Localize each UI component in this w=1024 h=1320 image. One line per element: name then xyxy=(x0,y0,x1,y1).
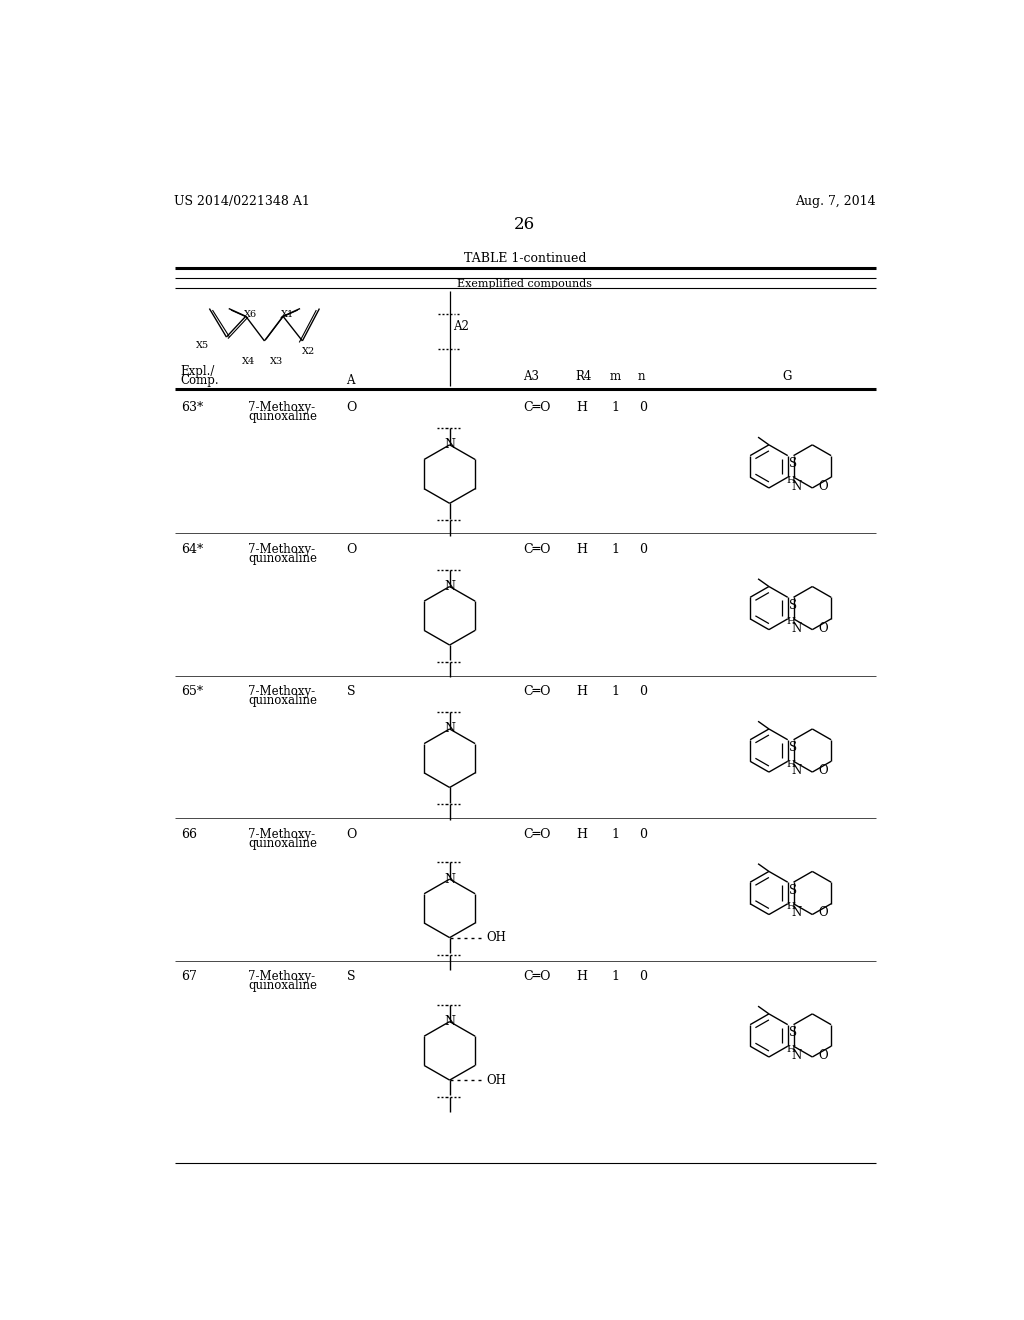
Text: n: n xyxy=(637,370,645,383)
Text: 66: 66 xyxy=(180,828,197,841)
Text: C═O: C═O xyxy=(523,828,551,841)
Text: 1: 1 xyxy=(611,685,620,698)
Text: H: H xyxy=(575,543,587,556)
Text: C═O: C═O xyxy=(523,970,551,983)
Text: H: H xyxy=(786,475,796,484)
Text: S: S xyxy=(790,884,798,896)
Text: 63*: 63* xyxy=(180,401,203,414)
Text: N: N xyxy=(444,438,455,451)
Text: H: H xyxy=(786,760,796,768)
Text: A: A xyxy=(346,374,355,387)
Text: US 2014/0221348 A1: US 2014/0221348 A1 xyxy=(174,195,310,209)
Text: S: S xyxy=(346,970,355,983)
Text: H: H xyxy=(575,970,587,983)
Text: 7-Methoxy-: 7-Methoxy- xyxy=(248,970,315,983)
Text: A3: A3 xyxy=(523,370,540,383)
Text: N: N xyxy=(444,873,455,886)
Text: Exemplified compounds: Exemplified compounds xyxy=(458,279,592,289)
Text: X6: X6 xyxy=(245,310,257,319)
Text: 1: 1 xyxy=(611,401,620,414)
Text: 7-Methoxy-: 7-Methoxy- xyxy=(248,401,315,414)
Text: 1: 1 xyxy=(611,543,620,556)
Text: 7-Methoxy-: 7-Methoxy- xyxy=(248,685,315,698)
Text: quinoxaline: quinoxaline xyxy=(248,837,317,850)
Text: C═O: C═O xyxy=(523,401,551,414)
Text: H: H xyxy=(786,903,796,911)
Text: H: H xyxy=(575,685,587,698)
Text: S: S xyxy=(790,742,798,754)
Text: OH: OH xyxy=(486,1073,506,1086)
Text: N: N xyxy=(792,480,802,492)
Text: H: H xyxy=(786,1045,796,1053)
Text: X3: X3 xyxy=(270,358,283,366)
Text: 0: 0 xyxy=(639,685,647,698)
Text: S: S xyxy=(790,1026,798,1039)
Text: S: S xyxy=(346,685,355,698)
Text: 67: 67 xyxy=(180,970,197,983)
Text: 65*: 65* xyxy=(180,685,203,698)
Text: X1: X1 xyxy=(281,310,294,319)
Text: N: N xyxy=(792,622,802,635)
Text: S: S xyxy=(790,599,798,612)
Text: H: H xyxy=(575,401,587,414)
Text: N: N xyxy=(792,764,802,777)
Text: 0: 0 xyxy=(639,401,647,414)
Text: H: H xyxy=(575,828,587,841)
Text: 7-Methoxy-: 7-Methoxy- xyxy=(248,543,315,556)
Text: N: N xyxy=(792,1049,802,1063)
Text: A2: A2 xyxy=(454,321,469,333)
Text: Expl./: Expl./ xyxy=(180,364,215,378)
Text: 64*: 64* xyxy=(180,543,203,556)
Text: 1: 1 xyxy=(611,970,620,983)
Text: 0: 0 xyxy=(639,828,647,841)
Text: N: N xyxy=(444,722,455,735)
Text: Aug. 7, 2014: Aug. 7, 2014 xyxy=(796,195,876,209)
Text: R4: R4 xyxy=(575,370,592,383)
Text: N: N xyxy=(444,1015,455,1028)
Text: X5: X5 xyxy=(197,341,209,350)
Text: O: O xyxy=(346,543,357,556)
Text: N: N xyxy=(792,907,802,920)
Text: H: H xyxy=(786,618,796,627)
Text: X4: X4 xyxy=(242,358,255,366)
Text: X2: X2 xyxy=(302,347,315,356)
Text: O: O xyxy=(818,907,828,920)
Text: G: G xyxy=(782,370,792,383)
Text: 0: 0 xyxy=(639,543,647,556)
Text: 0: 0 xyxy=(639,970,647,983)
Text: S: S xyxy=(790,457,798,470)
Text: C═O: C═O xyxy=(523,543,551,556)
Text: quinoxaline: quinoxaline xyxy=(248,411,317,424)
Text: TABLE 1-continued: TABLE 1-continued xyxy=(464,252,586,265)
Text: m: m xyxy=(610,370,622,383)
Text: OH: OH xyxy=(486,931,506,944)
Text: O: O xyxy=(818,622,828,635)
Text: quinoxaline: quinoxaline xyxy=(248,979,317,993)
Text: Comp.: Comp. xyxy=(180,374,219,387)
Text: O: O xyxy=(818,480,828,492)
Text: O: O xyxy=(818,764,828,777)
Text: quinoxaline: quinoxaline xyxy=(248,552,317,565)
Text: N: N xyxy=(444,579,455,593)
Text: 7-Methoxy-: 7-Methoxy- xyxy=(248,828,315,841)
Text: O: O xyxy=(818,1049,828,1063)
Text: 1: 1 xyxy=(611,828,620,841)
Text: O: O xyxy=(346,828,357,841)
Text: 26: 26 xyxy=(514,216,536,234)
Text: quinoxaline: quinoxaline xyxy=(248,694,317,708)
Text: C═O: C═O xyxy=(523,685,551,698)
Text: O: O xyxy=(346,401,357,414)
